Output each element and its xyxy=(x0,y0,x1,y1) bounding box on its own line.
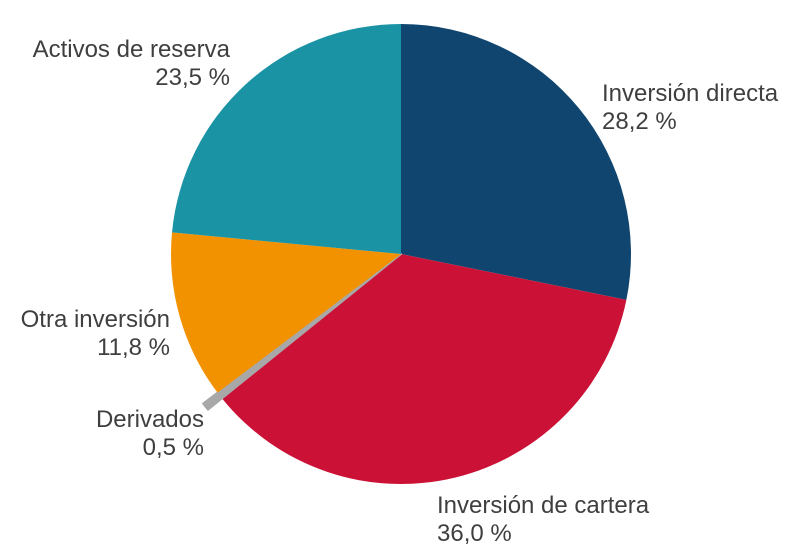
slice-label-inversion-de-cartera: Inversión de cartera 36,0 % xyxy=(437,492,649,548)
pie-slice-derivados xyxy=(202,253,402,411)
pie-slice-activos-de-reserva xyxy=(172,24,401,254)
slice-label-text: Inversión directa xyxy=(602,80,779,107)
slice-label-value: 0,5 % xyxy=(142,434,204,461)
slice-label-text: Derivados xyxy=(95,406,204,433)
slice-label-derivados: Derivados 0,5 % xyxy=(96,406,204,462)
pie-slice-otra-inversi-n xyxy=(171,232,401,393)
slice-label-text: Otra inversión xyxy=(20,306,170,333)
slice-label-text: Inversión de cartera xyxy=(437,492,650,519)
slice-label-value: 23,5 % xyxy=(155,64,230,91)
slice-label-otra-inversion: Otra inversión 11,8 % xyxy=(21,306,170,362)
slice-label-value: 11,8 % xyxy=(97,334,170,361)
slice-label-text: Activos de reserva xyxy=(32,36,230,63)
pie-slice-inversi-n-directa xyxy=(401,23,632,300)
slice-label-inversion-directa: Inversión directa 28,2 % xyxy=(602,80,778,136)
slice-label-value: 36,0 % xyxy=(437,520,512,547)
slice-label-activos-de-reserva: Activos de reserva 23,5 % xyxy=(33,36,230,92)
slice-label-value: 28,2 % xyxy=(602,108,677,135)
pie-slice-inversi-n-de-cartera xyxy=(221,254,627,485)
